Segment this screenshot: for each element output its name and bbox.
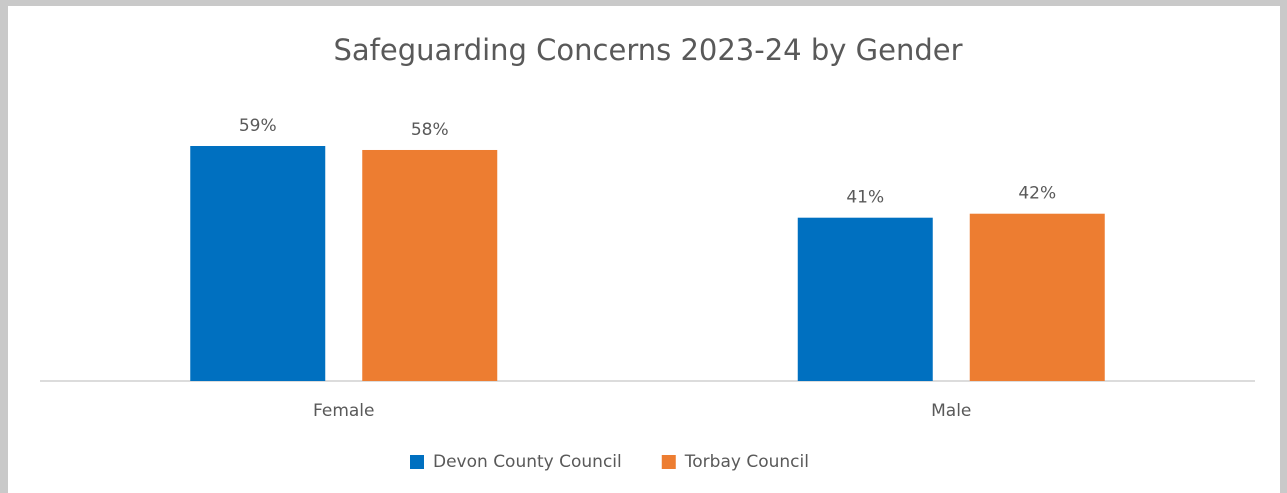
legend-swatch (410, 455, 424, 469)
bar (797, 217, 933, 381)
bar (362, 149, 498, 381)
data-label: 42% (1018, 184, 1056, 204)
bar (969, 213, 1105, 381)
legend-swatch (661, 455, 676, 469)
legend-label: Torbay Council (684, 452, 809, 472)
data-label: 58% (411, 120, 449, 140)
x-tick-label: Male (931, 401, 971, 421)
data-label: 41% (846, 188, 884, 208)
data-label: 59% (239, 116, 277, 136)
bar (190, 146, 326, 381)
chart-title: Safeguarding Concerns 2023-24 by Gender (334, 33, 963, 67)
x-tick-label: Female (313, 401, 374, 421)
legend-label: Devon County Council (433, 452, 622, 472)
